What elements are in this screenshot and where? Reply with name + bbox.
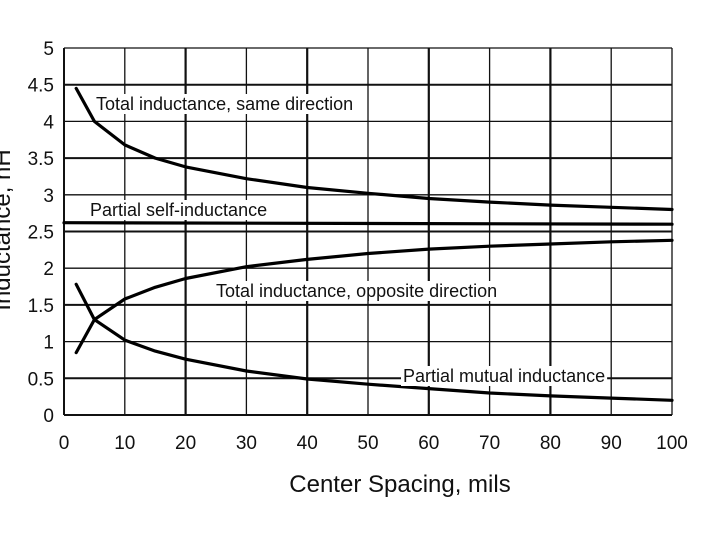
y-tick-label: 1.5 bbox=[28, 296, 54, 317]
series-label-bg bbox=[88, 200, 270, 220]
y-tick-label: 0 bbox=[43, 406, 54, 427]
series-label-2: Partial self-inductance bbox=[90, 200, 267, 220]
x-tick-label: 60 bbox=[418, 433, 439, 454]
x-tick-label: 90 bbox=[601, 433, 622, 454]
series-label-bg bbox=[401, 366, 608, 386]
y-tick-label: 0.5 bbox=[28, 369, 54, 390]
x-axis-title: Center Spacing, mils bbox=[289, 471, 510, 498]
x-tick-label: 80 bbox=[540, 433, 561, 454]
y-axis-title: Inductance, nH bbox=[0, 149, 16, 310]
series-label-3: Total inductance, opposite direction bbox=[216, 281, 497, 301]
series-line-3 bbox=[74, 238, 674, 355]
y-tick-label: 3 bbox=[43, 186, 54, 207]
x-tick-label: 100 bbox=[656, 433, 688, 454]
series-labels: Total inductance, same direction Partial … bbox=[88, 94, 608, 386]
y-tick-label: 1 bbox=[43, 333, 54, 354]
series-label-1: Total inductance, same direction bbox=[96, 94, 353, 114]
series-line-1 bbox=[74, 86, 674, 212]
series-line-4 bbox=[74, 282, 674, 402]
x-tick-label: 30 bbox=[236, 433, 257, 454]
tick-labels: 0 10 20 30 40 50 60 70 80 90 100 0 0.5 1 1.5 2 2.5 3 3.5 4 4… bbox=[28, 39, 688, 454]
y-tick-label: 2 bbox=[43, 259, 54, 280]
series-lines bbox=[62, 86, 674, 402]
series-line-2 bbox=[62, 221, 674, 226]
x-tick-label: 10 bbox=[114, 433, 135, 454]
y-tick-label: 4 bbox=[43, 112, 54, 133]
series-label-4: Partial mutual inductance bbox=[403, 366, 605, 386]
y-tick-label: 3.5 bbox=[28, 149, 54, 170]
y-tick-label: 2.5 bbox=[28, 223, 54, 244]
series-label-bg bbox=[94, 94, 356, 114]
x-tick-label: 40 bbox=[297, 433, 318, 454]
y-tick-label: 5 bbox=[43, 39, 54, 60]
x-tick-label: 70 bbox=[479, 433, 500, 454]
x-tick-label: 50 bbox=[357, 433, 378, 454]
x-tick-label: 20 bbox=[175, 433, 196, 454]
y-tick-label: 4.5 bbox=[28, 76, 54, 97]
x-tick-label: 0 bbox=[59, 433, 70, 454]
series-label-bg bbox=[214, 281, 500, 301]
